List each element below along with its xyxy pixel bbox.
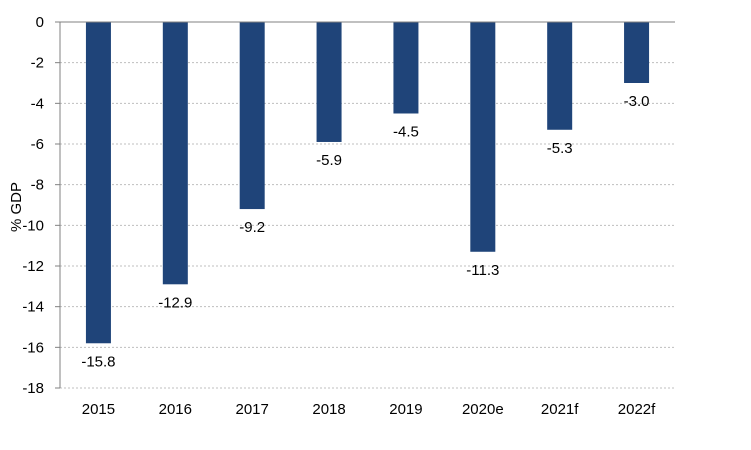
bar: [239, 22, 265, 210]
x-tick-label: 2018: [312, 401, 345, 418]
y-tick-label: -4: [31, 95, 44, 112]
data-label: -3.0: [624, 93, 650, 110]
y-tick-label: -16: [22, 339, 44, 356]
x-tick-label: 2020e: [462, 401, 504, 418]
y-tick-label: 0: [36, 14, 44, 31]
data-label: -12.9: [158, 294, 192, 311]
y-tick-labels: 0 -2 -4 -6 -8 -10 -12 -14 -16 -18: [22, 14, 44, 397]
y-tick-label: -18: [22, 380, 44, 397]
x-tick-label: 2015: [82, 401, 115, 418]
y-tick-label: -14: [22, 299, 44, 316]
y-tick-label: -10: [22, 217, 44, 234]
y-axis-title: % GDP: [8, 182, 25, 232]
data-label: -9.2: [239, 219, 265, 236]
axes: [55, 21, 675, 389]
x-tick-labels: 2015 2016 2017 2018 2019 2020e 2021f 2022f: [82, 401, 656, 418]
data-label: -11.3: [466, 262, 499, 279]
gridlines: [60, 62, 675, 389]
bar: [316, 22, 342, 142]
x-tick-label: 2021f: [541, 401, 579, 418]
x-tick-label: 2022f: [618, 401, 656, 418]
bar: [547, 22, 573, 130]
y-tick-label: -8: [31, 177, 44, 194]
bar: [162, 22, 188, 285]
data-labels: -15.8 -12.9 -9.2 -5.9 -4.5 -11.3 -5.3 -3.0: [81, 93, 649, 370]
data-label: -4.5: [393, 124, 419, 141]
bar: [393, 22, 419, 114]
bar: [85, 22, 111, 344]
bars: [85, 22, 650, 344]
y-tick-label: -12: [22, 258, 44, 275]
data-label: -5.3: [547, 140, 573, 157]
data-label: -5.9: [316, 152, 342, 169]
bar: [624, 22, 650, 83]
data-label: -15.8: [81, 353, 115, 370]
x-tick-label: 2019: [389, 401, 422, 418]
y-tick-label: -6: [31, 136, 44, 153]
y-tick-label: -2: [31, 55, 44, 72]
x-tick-label: 2017: [236, 401, 269, 418]
x-tick-label: 2016: [159, 401, 192, 418]
bar: [470, 22, 496, 252]
